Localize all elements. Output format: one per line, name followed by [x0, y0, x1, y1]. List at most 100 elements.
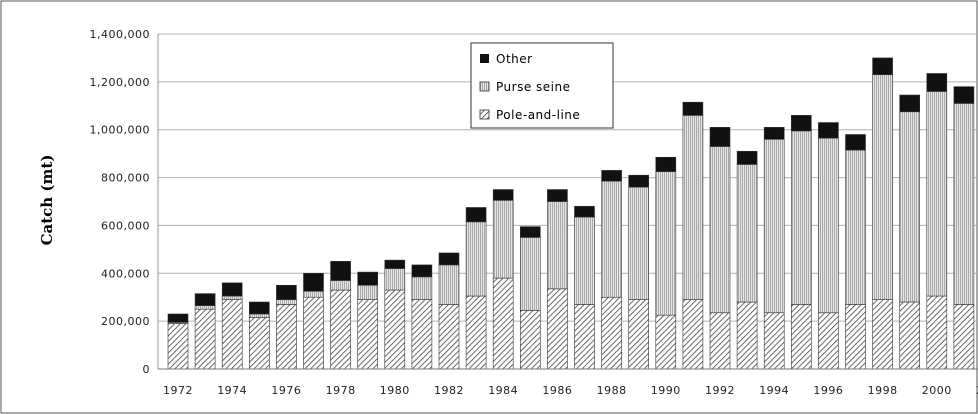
bar-other-1976 — [276, 284, 297, 300]
bar-purse-seine-1974 — [221, 295, 243, 300]
x-axis-ticks: 1972 1974 1976 1978 1980 1982 1984 1986 1988 1990… — [163, 384, 978, 397]
bar-pole-and-line-1979 — [357, 299, 379, 370]
bar-other-1982 — [438, 252, 460, 266]
bar-pole-and-line-2001 — [953, 304, 975, 370]
bar-pole-and-line-1994 — [763, 312, 785, 370]
bar-other-1998 — [872, 57, 893, 75]
bar-pole-and-line-1997 — [845, 304, 866, 370]
bar-other-1986 — [547, 189, 568, 202]
bar-purse-seine-1988 — [601, 180, 622, 298]
bar-purse-seine-1987 — [574, 216, 595, 305]
y-axis-label: Catch (mt) — [38, 155, 56, 246]
x-tick-label: 1976 — [271, 384, 301, 397]
x-tick-label: 1974 — [217, 384, 247, 397]
legend-swatch-other — [480, 54, 489, 63]
x-tick-label: 1992 — [705, 384, 735, 397]
x-tick-label: 1990 — [651, 384, 681, 397]
bar-pole-and-line-1981 — [411, 299, 433, 370]
bar-pole-and-line-2000 — [926, 295, 948, 370]
bar-purse-seine-1995 — [790, 130, 812, 305]
y-tick-label: 1,400,000 — [90, 28, 150, 41]
bar-other-1996 — [818, 122, 839, 139]
bar-other-1993 — [736, 150, 758, 165]
bar-purse-seine-1994 — [763, 138, 785, 314]
bar-purse-seine-1985 — [519, 237, 541, 311]
bar-other-1981 — [411, 264, 433, 278]
bar-pole-and-line-1986 — [547, 288, 568, 370]
bar-pole-and-line-1991 — [682, 299, 704, 370]
bar-other-1980 — [384, 259, 406, 269]
bar-purse-seine-2000 — [926, 91, 948, 297]
bar-other-1973 — [194, 293, 216, 306]
bar-other-1999 — [899, 94, 921, 113]
bar-purse-seine-1989 — [628, 186, 650, 300]
x-tick-label: 1994 — [759, 384, 789, 397]
bar-pole-and-line-1984 — [492, 277, 514, 370]
legend-swatch-purse-seine — [479, 81, 490, 92]
bar-purse-seine-1973 — [194, 305, 216, 310]
legend-label-pole-and-line: Pole-and-line — [496, 108, 580, 122]
bar-pole-and-line-1980 — [384, 289, 406, 370]
bar-pole-and-line-1988 — [601, 296, 622, 370]
bar-purse-seine-1990 — [655, 171, 677, 316]
legend-swatch-pole-and-line — [479, 109, 490, 120]
bar-pole-and-line-1993 — [736, 301, 758, 370]
legend: Other Purse seine Pole-and-line — [470, 42, 614, 129]
x-tick-label: 1984 — [488, 384, 518, 397]
y-tick-label: 800,000 — [101, 172, 150, 185]
bar-pole-and-line-1990 — [655, 314, 677, 370]
bar-pole-and-line-1976 — [276, 304, 297, 370]
y-tick-label: 400,000 — [101, 267, 150, 280]
bar-other-1992 — [709, 127, 731, 147]
bar-pole-and-line-1995 — [790, 304, 812, 370]
bar-other-1988 — [601, 170, 622, 182]
bar-other-1994 — [763, 127, 785, 140]
y-axis-ticks: 0 200,000 400,000 600,000 800,000 1,000,000 1,… — [90, 28, 150, 376]
bar-other-2000 — [926, 73, 948, 92]
bar-purse-seine-1975 — [249, 313, 270, 318]
bar-other-1997 — [845, 134, 866, 151]
y-tick-label: 1,000,000 — [90, 124, 150, 137]
bar-pole-and-line-1985 — [519, 310, 541, 370]
bar-pole-and-line-1978 — [330, 289, 351, 370]
x-tick-label: 1978 — [326, 384, 356, 397]
x-tick-label: 1986 — [542, 384, 572, 397]
bar-purse-seine-1983 — [465, 221, 487, 297]
bar-purse-seine-1981 — [411, 276, 433, 300]
bar-purse-seine-1982 — [438, 264, 460, 305]
bar-pole-and-line-1977 — [303, 296, 324, 370]
y-tick-label: 600,000 — [101, 219, 150, 232]
x-tick-label: 2000 — [922, 384, 952, 397]
bar-other-1979 — [357, 271, 379, 286]
legend-label-purse-seine: Purse seine — [496, 80, 570, 94]
x-tick-label: 1982 — [434, 384, 464, 397]
x-tick-label: 1988 — [597, 384, 627, 397]
bar-other-1977 — [303, 272, 324, 292]
bar-other-1984 — [492, 189, 514, 201]
bar-purse-seine-1993 — [736, 164, 758, 303]
bar-other-1995 — [790, 115, 812, 132]
legend-label-other: Other — [496, 52, 533, 66]
bar-pole-and-line-1975 — [249, 317, 270, 370]
legend-box — [470, 42, 614, 129]
x-tick-label: 1972 — [163, 384, 193, 397]
bar-purse-seine-1978 — [330, 280, 351, 291]
bar-purse-seine-1984 — [492, 200, 514, 279]
bar-purse-seine-1977 — [303, 290, 324, 298]
bar-purse-seine-1976 — [276, 299, 297, 305]
x-tick-label: 1996 — [813, 384, 843, 397]
bar-purse-seine-1991 — [682, 115, 704, 300]
bar-purse-seine-1980 — [384, 268, 406, 291]
bar-other-1974 — [221, 282, 243, 297]
bar-other-1989 — [628, 174, 650, 188]
bar-other-2001 — [953, 86, 975, 104]
bar-other-1978 — [330, 261, 351, 281]
x-tick-label: 1998 — [868, 384, 898, 397]
bar-pole-and-line-1996 — [818, 312, 839, 370]
bar-other-1983 — [465, 207, 487, 223]
bar-other-1990 — [655, 156, 677, 172]
bar-pole-and-line-1999 — [899, 301, 921, 370]
bar-other-1975 — [249, 301, 270, 315]
bar-pole-and-line-1974 — [221, 299, 243, 370]
y-tick-label: 0 — [143, 363, 151, 376]
